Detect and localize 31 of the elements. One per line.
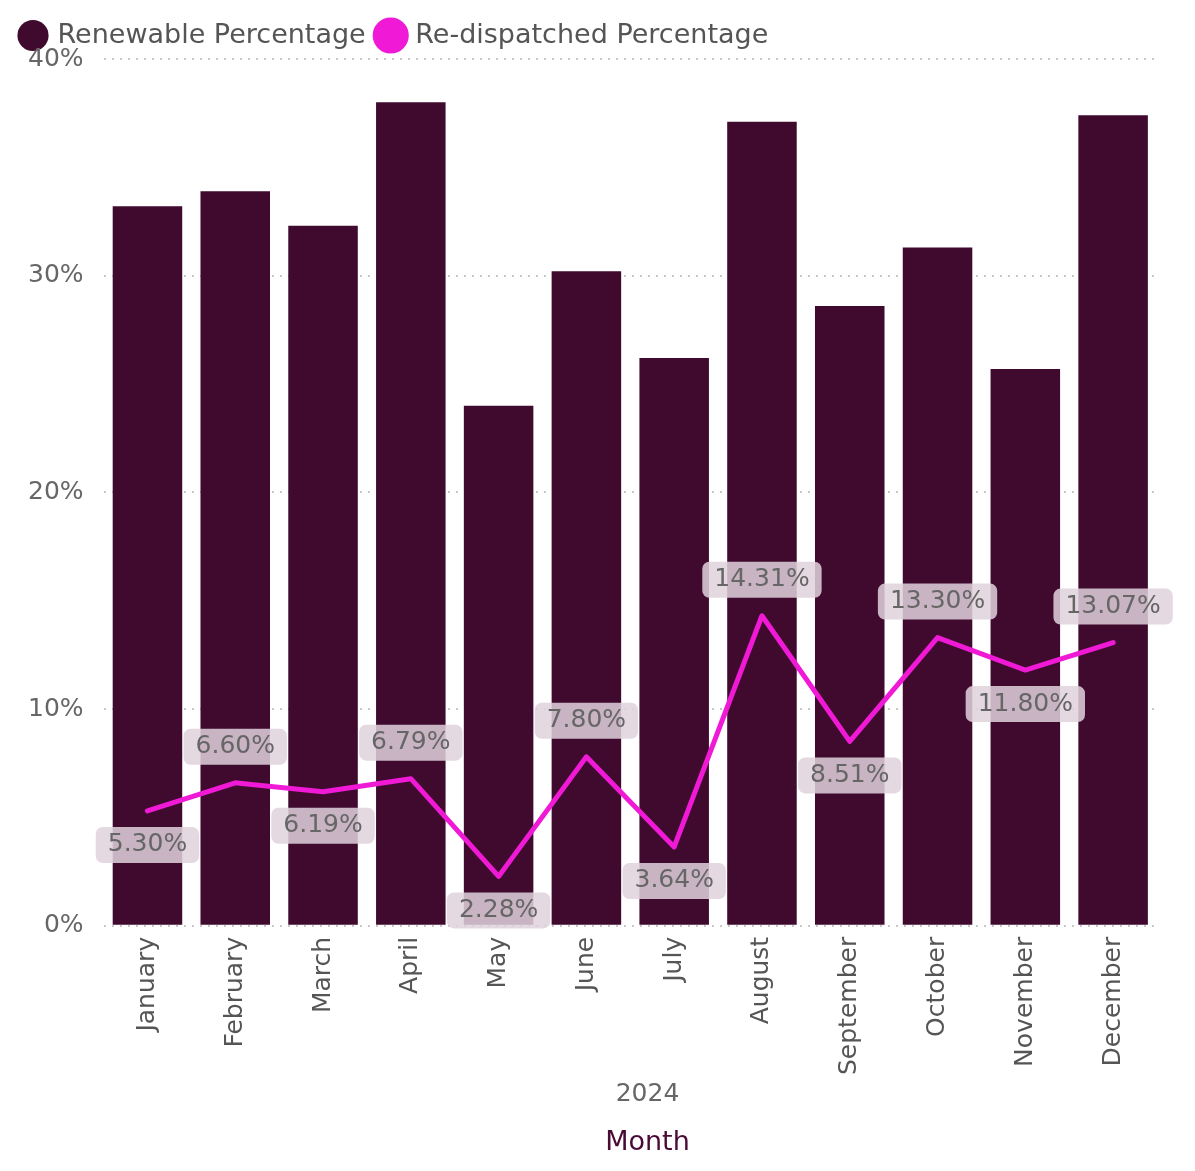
data-label: 3.64%: [634, 864, 714, 894]
y-tick-label: 20%: [27, 475, 84, 505]
data-label: 11.80%: [977, 687, 1073, 717]
y-tick-label: 0%: [43, 909, 84, 939]
text: 2024: [614, 1078, 681, 1107]
x-tick-label: April: [394, 936, 424, 994]
data-label: 8.51%: [810, 758, 890, 788]
x-tick-label: July: [657, 936, 687, 984]
data-label: 2.28%: [458, 893, 539, 923]
data-label: 6.19%: [283, 809, 363, 839]
legend-label: Re-dispatched Percentage: [415, 17, 769, 49]
x-tick-label: June: [569, 936, 599, 994]
y-tick-label: 30%: [27, 259, 84, 289]
data-label: 13.07%: [1065, 590, 1161, 620]
data-label: 14.31%: [714, 563, 810, 593]
x-tick-label: February: [218, 936, 248, 1048]
x-tick-label: May: [482, 936, 512, 989]
x-axis-title: Month: [604, 1125, 691, 1156]
data-label: 5.30%: [107, 828, 188, 858]
data-label: 6.79%: [371, 726, 451, 756]
x-tick-label: January: [130, 936, 160, 1034]
x-tick-label: August: [745, 936, 775, 1025]
x-tick-label: March: [306, 936, 336, 1014]
data-label: 7.80%: [546, 704, 627, 734]
y-tick-label: 10%: [27, 692, 84, 722]
x-tick-label: November: [1008, 936, 1038, 1067]
data-label: 13.30%: [889, 585, 986, 615]
data-label: 6.60%: [195, 730, 275, 760]
x-tick-label: September: [833, 936, 863, 1075]
x-tick-label: October: [921, 936, 951, 1037]
x-tick-label: December: [1096, 936, 1126, 1067]
